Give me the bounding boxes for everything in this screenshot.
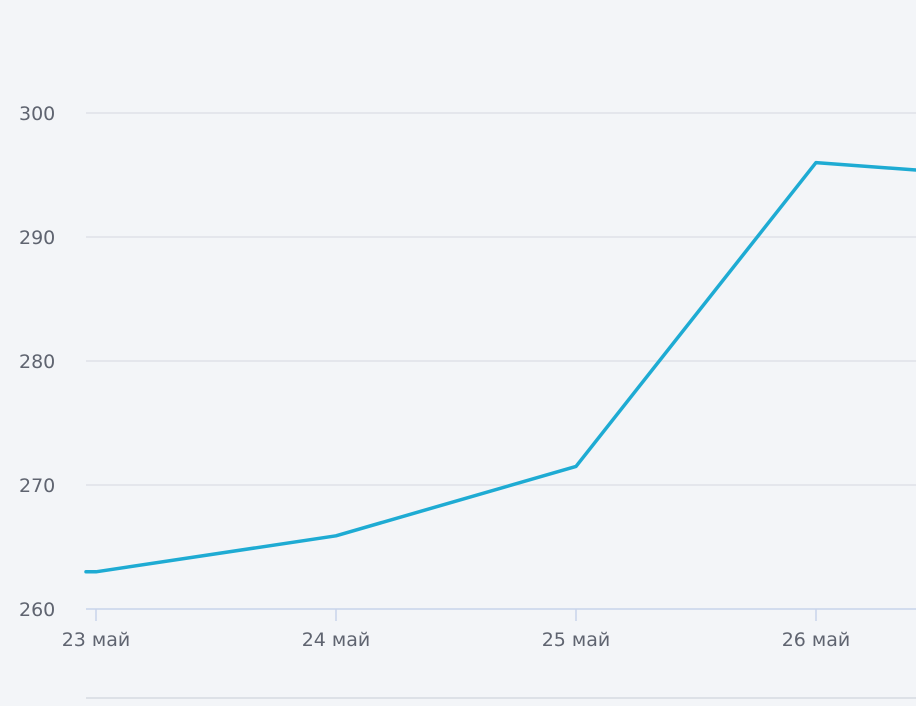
y-tick-label: 260 <box>19 599 55 621</box>
x-axis-labels: 23 май 24 май 25 май 26 май <box>62 629 851 651</box>
y-tick-label: 280 <box>19 351 55 373</box>
series-layer <box>86 163 916 572</box>
x-axis <box>86 609 916 698</box>
y-tick-label: 300 <box>19 103 55 125</box>
y-axis-labels: 260 270 280 290 300 <box>19 103 55 621</box>
x-tick-label: 24 май <box>302 629 371 651</box>
x-tick-label: 23 май <box>62 629 131 651</box>
x-tick-label: 25 май <box>542 629 611 651</box>
y-tick-label: 290 <box>19 227 55 249</box>
x-tick-label: 26 май <box>782 629 851 651</box>
grid-lines <box>86 113 916 485</box>
series-line <box>86 163 916 572</box>
y-tick-label: 270 <box>19 475 55 497</box>
